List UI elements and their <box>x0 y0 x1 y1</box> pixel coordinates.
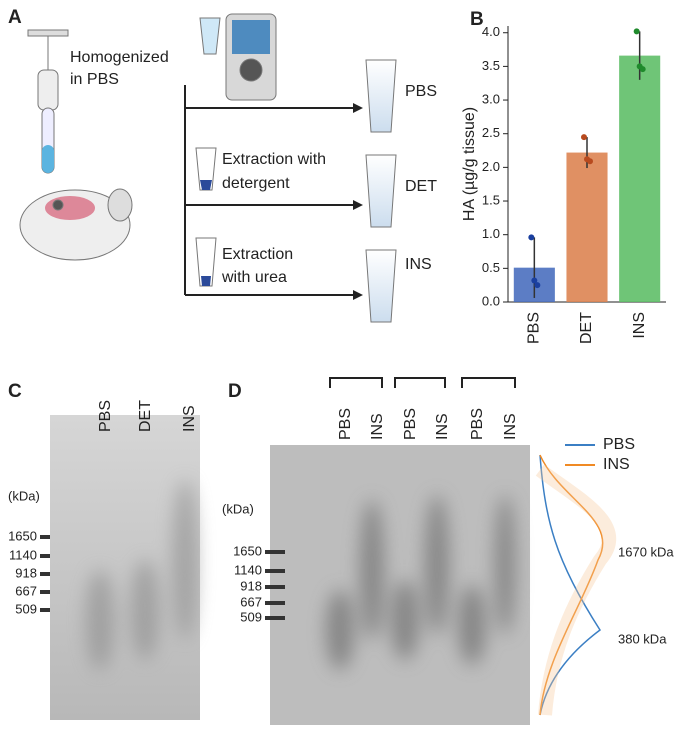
data-point <box>587 158 593 165</box>
y-tick-label: 3.5 <box>482 58 500 73</box>
panel-label: A <box>8 7 22 28</box>
marker-label: 918 <box>15 565 37 580</box>
profile-plot <box>535 454 617 716</box>
marker-label: 1140 <box>9 547 37 562</box>
panel-label: D <box>228 381 242 402</box>
lane-label: INS <box>502 413 519 440</box>
y-tick-label: 3.0 <box>482 91 500 106</box>
step-text: in PBS <box>70 71 119 88</box>
panel-label: C <box>8 381 22 402</box>
step-text: with urea <box>221 269 287 286</box>
step-text: Homogenized <box>70 49 169 66</box>
lane-label: INS <box>181 405 198 432</box>
unit-label: (kDa) <box>222 501 254 516</box>
lane-label: PBS <box>97 400 114 432</box>
fraction-label: PBS <box>405 83 437 100</box>
y-tick-label: 1.0 <box>482 226 500 241</box>
y-tick-label: 2.5 <box>482 125 500 140</box>
lane-label: INS <box>369 413 386 440</box>
marker-label: 667 <box>15 583 37 598</box>
lane-label: INS <box>434 413 451 440</box>
marker-label: 1140 <box>234 562 262 577</box>
y-tick-label: 4.0 <box>482 24 500 39</box>
gel-c-smears <box>86 480 197 670</box>
gel-d-smears <box>326 495 515 670</box>
marker-label: 1650 <box>233 543 262 558</box>
step-text: Extraction with <box>222 151 326 168</box>
step-text: Extraction <box>222 246 293 263</box>
lane-label: PBS <box>337 408 354 440</box>
fraction-label: INS <box>405 256 432 273</box>
step-text: detergent <box>222 175 290 192</box>
data-point <box>581 134 587 141</box>
bar <box>566 152 608 302</box>
marker-label: 509 <box>15 601 37 616</box>
marker-label: 1650 <box>8 528 37 543</box>
marker-label: 667 <box>240 594 262 609</box>
legend-label: INS <box>603 456 630 473</box>
legend-label: PBS <box>603 436 635 453</box>
y-tick-label: 0.0 <box>482 293 500 308</box>
x-tick-label: DET <box>578 312 595 344</box>
y-tick-label: 1.5 <box>482 192 500 207</box>
panel-a-art <box>19 13 397 323</box>
panel-label: B <box>470 9 484 30</box>
data-point <box>531 277 538 284</box>
fraction-label: DET <box>405 178 437 195</box>
data-point <box>639 66 646 73</box>
brackets <box>329 377 516 388</box>
data-point <box>633 28 640 35</box>
peak-label: 380 kDa <box>618 631 667 646</box>
y-tick-label: 0.5 <box>482 260 500 275</box>
y-tick-label: 2.0 <box>482 159 500 174</box>
unit-label: (kDa) <box>8 488 40 503</box>
data-point <box>528 234 535 241</box>
marker-label: 509 <box>240 609 262 624</box>
lane-label: PBS <box>469 408 486 440</box>
lane-label: PBS <box>402 408 419 440</box>
lane-label: DET <box>137 400 154 432</box>
marker-label: 918 <box>240 578 262 593</box>
x-tick-label: INS <box>631 312 648 339</box>
data-point <box>534 282 541 289</box>
bar <box>619 55 661 303</box>
y-axis-label: HA (µg/g tissue) <box>461 107 478 221</box>
x-tick-label: PBS <box>526 312 543 344</box>
peak-label: 1670 kDa <box>618 544 674 559</box>
